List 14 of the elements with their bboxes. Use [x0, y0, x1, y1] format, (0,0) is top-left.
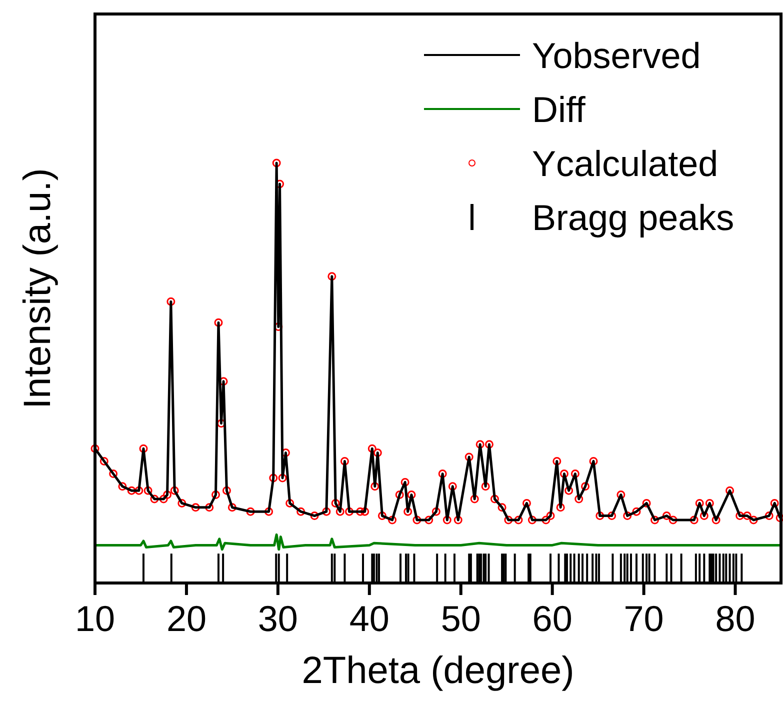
y-axis-title: Intensity (a.u.)	[17, 168, 59, 409]
x-tick-label: 40	[349, 598, 390, 639]
x-tick-label: 20	[166, 598, 206, 639]
x-tick-label: 60	[532, 598, 572, 639]
x-tick-label: 10	[74, 598, 116, 639]
legend-label: Yobserved	[532, 35, 701, 76]
legend-label: Bragg peaks	[532, 197, 734, 238]
x-tick-label: 50	[440, 598, 481, 639]
x-axis-title: 2Theta (degree)	[302, 650, 574, 692]
legend-label: Diff	[532, 89, 586, 130]
x-tick-label: 70	[624, 598, 664, 639]
legend-label: Ycalculated	[532, 143, 718, 184]
x-tick-label: 30	[258, 598, 298, 639]
x-tick-label: 80	[715, 598, 756, 639]
